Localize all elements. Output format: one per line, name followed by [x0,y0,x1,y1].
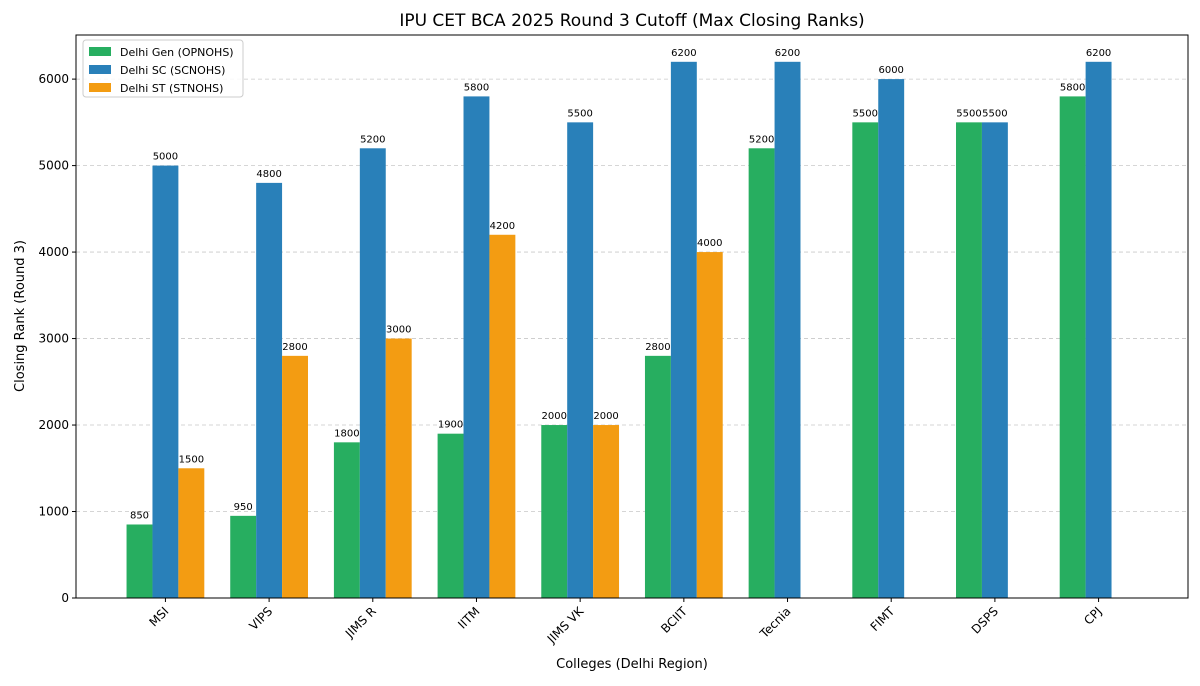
y-tick-label: 0 [61,591,69,605]
data-label: 5800 [464,82,489,93]
x-tick-label: CPJ [1081,604,1104,627]
data-label: 5200 [360,134,385,145]
bar-jims-vk-0 [541,425,568,598]
legend-label: Delhi ST (STNOHS) [120,82,223,95]
x-tick-label: JIMS VK [544,603,587,646]
legend-swatch [89,65,111,74]
x-tick-label: FIMT [868,604,898,634]
bar-bciit-2 [696,252,723,598]
legend-label: Delhi Gen (OPNOHS) [120,46,234,59]
y-tick-label: 4000 [38,245,69,259]
legend: Delhi Gen (OPNOHS) Delhi SC (SCNOHS) Delhi… [82,39,244,98]
data-label: 5500 [956,108,981,119]
x-tick-label: BCIIT [658,604,690,636]
data-label: 5500 [567,108,592,119]
bar-cpj-0 [1059,96,1086,598]
legend-box [82,39,244,98]
bar-dsps-0 [956,122,982,598]
bar-bciit-0 [644,355,671,598]
legend-label: Delhi SC (SCNOHS) [120,64,225,77]
bar-tecnia-1 [774,61,801,599]
data-label: 1500 [179,454,204,465]
data-label: 6200 [1086,48,1111,59]
bar-dsps-1 [981,122,1008,598]
y-tick-label: 3000 [38,332,69,346]
data-label: 4000 [697,238,722,249]
x-tick-label: IITM [455,604,482,631]
bar-fimt-0 [852,122,879,598]
bar-jims-vk-2 [593,425,620,598]
data-label: 5000 [153,152,178,163]
bar-iitm-1 [463,96,490,598]
x-axis-label: Colleges (Delhi Region) [556,657,708,672]
bar-vips-1 [256,182,283,598]
x-tick-label: DSPS [969,604,1001,636]
data-label: 1900 [438,420,463,431]
bar-fimt-1 [878,79,905,599]
data-label: 5500 [982,108,1007,119]
data-label: 6000 [878,65,903,76]
bar-jims-r-2 [385,338,412,598]
bar-tecnia-0 [748,148,775,598]
bar-jims-vk-1 [567,122,594,598]
data-label: 6200 [775,48,800,59]
x-tick-label: Tecnia [756,604,793,641]
bar-msi-2 [178,468,205,598]
data-label: 4200 [490,221,515,232]
y-tick-label: 5000 [38,159,69,173]
y-tick-label: 2000 [38,418,69,432]
y-axis: 0 1000 2000 3000 4000 5000 6000 [38,72,76,605]
legend-swatch [89,47,111,56]
bars [126,61,1112,599]
bar-vips-0 [230,515,257,598]
bar-jims-r-1 [359,148,386,598]
y-axis-label: Closing Rank (Round 3) [13,240,28,392]
bar-bciit-1 [670,61,697,599]
x-tick-label: MSI [146,604,171,629]
data-label: 2800 [645,342,670,353]
data-label: 5500 [853,108,878,119]
data-label: 850 [130,510,149,521]
x-axis: MSI VIPS JIMS R IITM JIMS VK BCIIT Tecnia FIMT D… [146,598,1105,647]
data-label: 3000 [386,325,411,336]
legend-swatch [89,83,111,92]
data-label: 2000 [593,411,618,422]
bar-iitm-0 [437,433,464,598]
data-label: 2000 [542,411,567,422]
bar-iitm-2 [489,234,516,598]
plot-frame [75,34,1189,599]
data-label: 1800 [334,428,359,439]
data-label: 5800 [1060,82,1085,93]
data-label: 5200 [749,134,774,145]
data-label: 950 [234,502,253,513]
data-label: 4800 [256,169,281,180]
bar-vips-2 [282,355,308,598]
y-tick-label: 6000 [38,72,69,86]
x-tick-label: JIMS R [342,604,379,641]
chart-title: IPU CET BCA 2025 Round 3 Cutoff (Max Clo… [399,11,864,31]
bar-msi-0 [126,524,153,598]
data-label: 2800 [282,342,307,353]
y-tick-label: 1000 [38,505,69,519]
bar-jims-r-0 [333,442,360,598]
bar-msi-1 [152,165,179,599]
data-label: 6200 [671,48,696,59]
x-tick-label: VIPS [247,604,276,633]
bar-cpj-1 [1085,61,1112,599]
